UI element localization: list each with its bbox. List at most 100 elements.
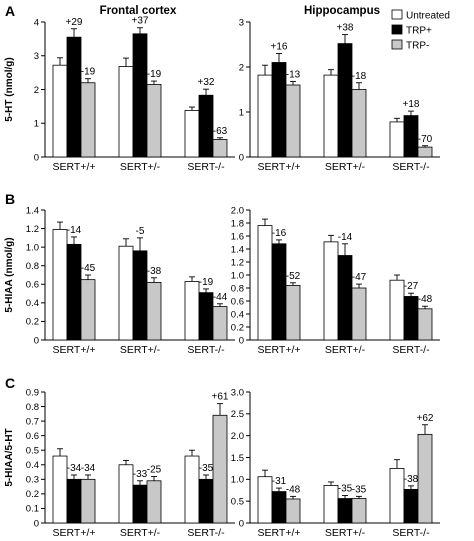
y-tick-label: 0.4: [231, 309, 244, 320]
y-tick-label: 1.0: [231, 270, 244, 281]
category-label-sertpp: SERT+/+: [53, 527, 96, 539]
y-tick-label: 0.2: [231, 322, 244, 333]
y-tick-label: 0: [34, 518, 39, 529]
percent-change-label: -48: [286, 484, 301, 495]
panel-c-frontal-cortex: 0 0.1 0.2 0.3 0.4 0.5 0.6 0.7 0.8 0.9 5-HIAA/5-HT -…: [4, 387, 235, 539]
percent-change-label: -14: [67, 225, 82, 236]
percent-change-label: -13: [286, 69, 301, 80]
y-tick-label: 1.0: [26, 242, 39, 253]
y-axis-label-b: 5-HIAA (nmol/g): [4, 237, 15, 312]
y-tick-label: 0: [239, 152, 244, 163]
bar-trp-plus-sertmm: [198, 94, 214, 158]
percent-change-label: -48: [418, 294, 433, 305]
panel-b-hippocampus: 0 0.2 0.4 0.6 0.8 1.0 1.2 1.4 1.6 1.8 2.0 -16 -52 SER…: [231, 205, 440, 356]
bar-trp-minus-sertpp: [80, 478, 96, 524]
bar-trp-plus-sertpp: [66, 36, 82, 158]
y-tick-label: 0.7: [26, 416, 39, 427]
bar-trp-minus-sertpp: [285, 498, 301, 524]
bar-trp-minus-sertpp: [285, 284, 301, 341]
y-tick-label: 0.6: [26, 431, 39, 442]
y-tick-label: 0.4: [26, 460, 39, 471]
category-label-sertpm: SERT+/-: [325, 161, 366, 173]
bar-trp-plus-sertpp: [271, 62, 287, 158]
percent-change-label: -38: [147, 266, 162, 277]
y-tick-label: 1.6: [231, 231, 244, 242]
percent-change-label: -33: [133, 469, 148, 480]
bar-trp-minus-sertmm: [417, 433, 433, 524]
panel-b-frontal-cortex: 0 0.2 0.4 0.6 0.8 1.0 1.2 1.4 5-HIAA (nmol/g) -14…: [4, 205, 235, 356]
bar-trp-minus-sertpp: [80, 279, 96, 341]
column-title-hippocampus: Hippocampus: [304, 5, 380, 17]
percent-change-label: -19: [147, 69, 162, 80]
bar-trp-plus-sertmm: [403, 115, 419, 158]
percent-change-label: -47: [352, 272, 367, 283]
category-label-sertpm: SERT+/-: [120, 527, 161, 539]
percent-change-label: -16: [272, 228, 287, 239]
percent-change-label: -31: [272, 476, 287, 487]
y-tick-label: 0.8: [26, 261, 39, 272]
y-tick-label: 4: [34, 17, 39, 28]
bar-untreated-sertpp: [52, 455, 68, 524]
panel-letter-b: B: [5, 191, 15, 207]
y-tick-label: 1.4: [231, 244, 244, 255]
percent-change-label: -38: [404, 474, 419, 485]
y-tick-label: 0.3: [26, 475, 39, 486]
y-axis-label-c: 5-HIAA/5-HT: [4, 428, 15, 486]
bar-trp-plus-sertpm: [337, 43, 353, 158]
y-tick-label: 3: [34, 51, 39, 62]
y-tick-label: 2.5: [231, 409, 244, 420]
category-label-sertmm: SERT-/-: [187, 527, 225, 539]
bar-untreated-sertpp: [257, 476, 273, 524]
bar-trp-plus-sertmm: [198, 478, 214, 524]
legend-label-trp-minus: TRP-: [406, 41, 429, 52]
y-tick-label: 2.0: [231, 205, 244, 216]
bar-untreated-sertpm: [323, 485, 339, 524]
bar-untreated-sertmm: [389, 121, 405, 158]
bar-trp-plus-sertpm: [337, 255, 353, 341]
bar-trp-plus-sertpm: [132, 33, 148, 158]
percent-change-label: +16: [271, 42, 288, 53]
y-tick-label: 1.8: [231, 218, 244, 229]
y-tick-label: 2: [34, 85, 39, 96]
legend: Untreated TRP+ TRP-: [391, 9, 450, 52]
category-label-sertpp: SERT+/+: [258, 344, 301, 356]
bar-trp-plus-sertpp: [66, 243, 82, 341]
legend-swatch-trp-minus: [391, 39, 403, 50]
percent-change-label: +61: [212, 392, 229, 403]
category-label-sertpp: SERT+/+: [53, 344, 96, 356]
y-tick-label: 3: [239, 17, 244, 28]
bar-trp-plus-sertpm: [132, 250, 148, 341]
y-tick-label: 1.0: [231, 475, 244, 486]
category-label-sertpm: SERT+/-: [120, 344, 161, 356]
percent-change-label: -35: [338, 483, 353, 494]
percent-change-label: -35: [199, 463, 214, 474]
bar-untreated-sertpp: [52, 64, 68, 158]
category-label-sertpm: SERT+/-: [325, 527, 366, 539]
y-tick-label: 1: [34, 119, 39, 130]
percent-change-label: -25: [147, 464, 162, 475]
bar-untreated-sertpp: [257, 225, 273, 341]
bar-untreated-sertpm: [323, 74, 339, 158]
y-tick-label: 1: [239, 107, 244, 118]
bar-untreated-sertpm: [323, 241, 339, 341]
bar-trp-minus-sertpm: [146, 282, 162, 341]
percent-change-label: -18: [352, 71, 367, 82]
y-tick-label: 3.0: [231, 387, 244, 398]
bar-trp-plus-sertpp: [66, 478, 82, 524]
y-axis-label-a: 5-HT (nmol/g): [4, 57, 15, 121]
panel-c-hippocampus: 0 0.5 1.0 1.5 2.0 2.5 3.0 -31-48 SERT+/+ -35 -35 SE…: [231, 387, 440, 539]
percent-change-label: -52: [286, 271, 301, 282]
y-tick-label: 1.2: [231, 257, 244, 268]
bar-trp-minus-sertpm: [351, 498, 367, 524]
bar-trp-plus-sertmm: [403, 296, 419, 341]
bar-trp-plus-sertpp: [271, 243, 287, 341]
panel-a-frontal-cortex: 0 1 2 3 4 5-HT (nmol/g) +29 -19 SERT+/+ +37 -19 SER…: [4, 16, 235, 173]
bar-trp-minus-sertmm: [212, 306, 228, 341]
percent-change-label: -34: [81, 463, 96, 474]
category-label-sertpp: SERT+/+: [53, 161, 96, 173]
y-tick-label: 0.5: [231, 496, 244, 507]
panel-letter-a: A: [5, 3, 15, 19]
percent-change-label: +37: [132, 16, 149, 27]
percent-change-label: -70: [418, 134, 433, 145]
category-label-sertmm: SERT-/-: [187, 161, 225, 173]
